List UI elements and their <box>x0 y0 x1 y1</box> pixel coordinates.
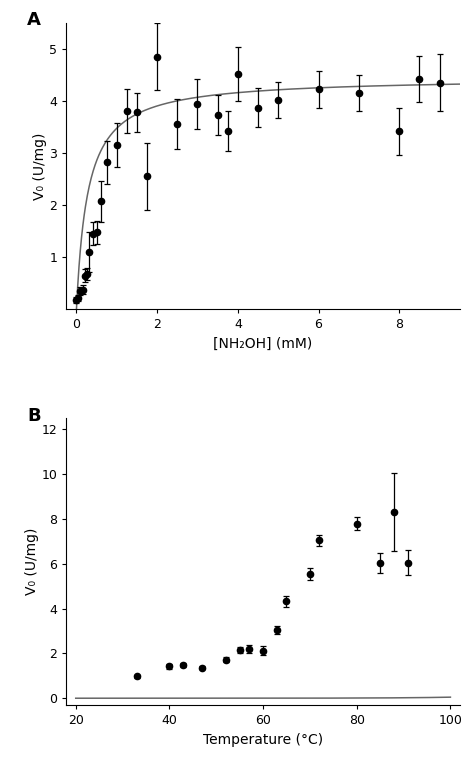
Y-axis label: V₀ (U/mg): V₀ (U/mg) <box>33 133 46 200</box>
Text: A: A <box>27 11 41 30</box>
X-axis label: [NH₂OH] (mM): [NH₂OH] (mM) <box>213 337 313 351</box>
Text: B: B <box>27 407 41 424</box>
X-axis label: Temperature (°C): Temperature (°C) <box>203 732 323 747</box>
Y-axis label: V₀ (U/mg): V₀ (U/mg) <box>25 528 39 595</box>
